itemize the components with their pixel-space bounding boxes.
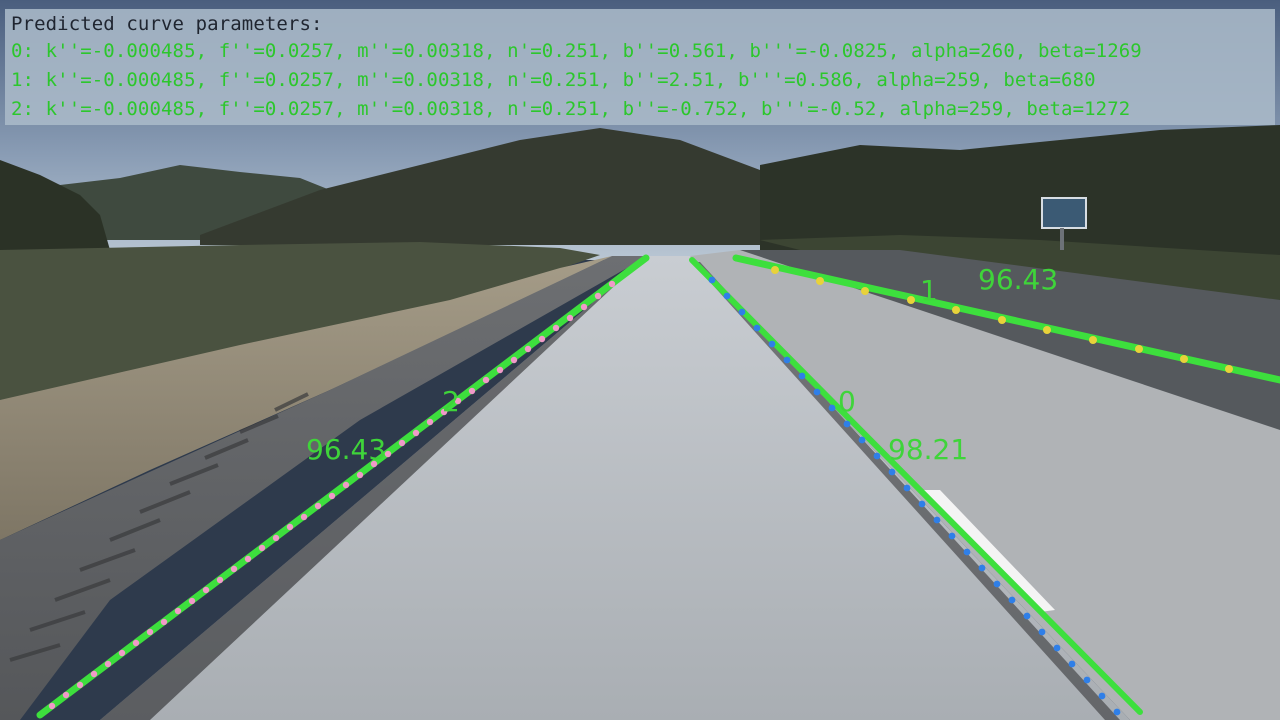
hill-left-dark — [0, 160, 110, 255]
vegetation-left — [0, 242, 600, 400]
lane-line-1 — [732, 254, 1280, 384]
lane-line-2 — [36, 254, 650, 719]
ground-truth-points-lane-2 — [48, 280, 616, 710]
asphalt-shoulder-left — [0, 256, 648, 720]
hill-right — [760, 125, 1280, 265]
far-right-asphalt — [740, 250, 1280, 430]
lane-0-id-label: 0 — [838, 385, 856, 418]
hill-center — [200, 128, 860, 245]
dirt-shoulder-left — [0, 256, 612, 540]
road-sign-post — [1060, 228, 1064, 250]
rumble-strip — [9, 392, 309, 662]
lane-1-id-label: 1 — [920, 274, 938, 307]
lane-0-score-label: 98.21 — [888, 433, 969, 466]
lane-2-id-label: 2 — [442, 385, 460, 418]
curve-params-line-2: 2: k''=-0.000485, f''=0.0257, m''=0.0031… — [11, 98, 1131, 120]
road-sign — [1041, 197, 1087, 229]
curve-parameters-panel: Predicted curve parameters: 0: k''=-0.00… — [5, 9, 1275, 125]
lane-line-0 — [689, 257, 1143, 715]
panel-title: Predicted curve parameters: — [11, 13, 323, 35]
predicted-lane-lines — [36, 254, 1280, 719]
curve-params-line-1: 1: k''=-0.000485, f''=0.0257, m''=0.0031… — [11, 69, 1096, 91]
lane-2-score-label: 96.43 — [306, 433, 387, 466]
concrete-road — [100, 256, 1130, 720]
road-edge-shadow — [100, 256, 648, 720]
curve-params-line-0: 0: k''=-0.000485, f''=0.0257, m''=0.0031… — [11, 40, 1142, 62]
lane-1-score-label: 96.43 — [978, 263, 1059, 296]
ground-truth-points-lane-1 — [771, 266, 1233, 373]
ground-truth-points-lane-0 — [708, 276, 1121, 716]
